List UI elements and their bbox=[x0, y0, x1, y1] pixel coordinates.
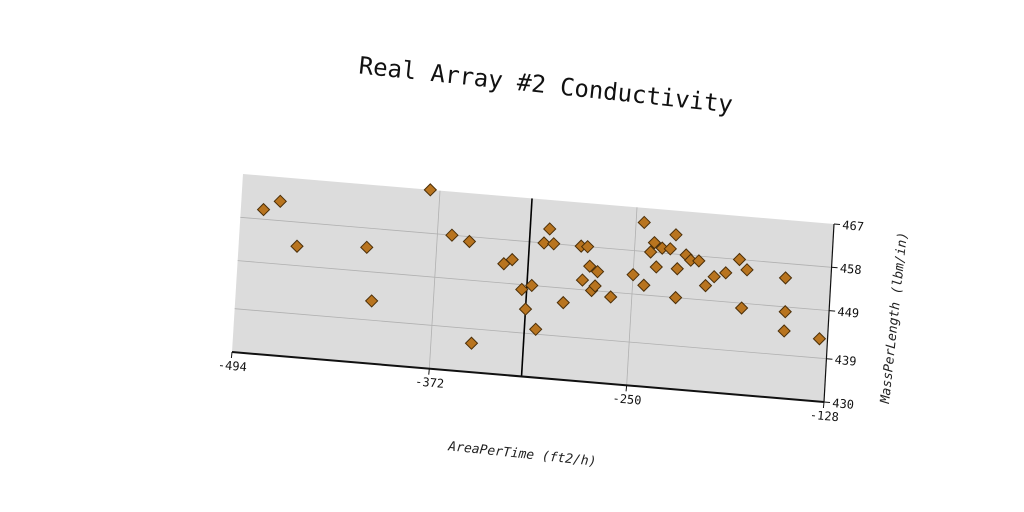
data-point bbox=[655, 241, 669, 255]
data-point bbox=[668, 290, 683, 305]
data-point bbox=[575, 273, 590, 287]
data-point bbox=[778, 305, 792, 319]
data-point bbox=[643, 245, 658, 259]
grid-line-y bbox=[234, 308, 827, 360]
data-point bbox=[364, 294, 379, 308]
chart-title: Real Array #2 Conductivity bbox=[358, 51, 735, 118]
data-point bbox=[556, 295, 570, 310]
data-point bbox=[670, 262, 684, 276]
axes bbox=[230, 223, 841, 409]
data-point bbox=[734, 301, 749, 315]
y-tick-label: 439 bbox=[834, 353, 857, 369]
y-axis-line bbox=[823, 223, 835, 403]
x-axis-label: AreaPerTime (ft2/h) bbox=[447, 439, 597, 470]
data-point bbox=[626, 267, 640, 282]
data-point bbox=[603, 290, 618, 304]
x-tick-label: -494 bbox=[217, 358, 247, 374]
data-point bbox=[637, 278, 651, 292]
y-tick-label: 430 bbox=[832, 396, 855, 412]
y-tick-mark bbox=[826, 358, 833, 360]
data-point bbox=[719, 266, 733, 280]
x-tick-label: -372 bbox=[415, 374, 445, 390]
data-point bbox=[778, 271, 793, 285]
y-tick-mark bbox=[829, 310, 836, 312]
data-point bbox=[445, 228, 459, 242]
data-point bbox=[273, 194, 287, 209]
data-point bbox=[663, 242, 678, 256]
reference-line bbox=[520, 198, 533, 377]
data-point bbox=[707, 269, 721, 284]
data-point bbox=[698, 278, 713, 293]
grid-line-x bbox=[626, 207, 638, 386]
data-point bbox=[525, 278, 539, 293]
data-point bbox=[647, 235, 662, 250]
data-point bbox=[588, 279, 602, 293]
data-point bbox=[547, 237, 561, 251]
data-point bbox=[360, 240, 374, 255]
data-point bbox=[590, 264, 605, 279]
data-point bbox=[684, 253, 698, 267]
y-tick-label: 449 bbox=[837, 305, 860, 321]
data-point bbox=[528, 322, 543, 337]
grid-line-x bbox=[428, 190, 441, 369]
x-tick-mark bbox=[428, 368, 430, 375]
data-point bbox=[290, 239, 304, 253]
data-points bbox=[256, 183, 827, 350]
y-tick-mark bbox=[823, 401, 831, 403]
data-point bbox=[637, 215, 651, 230]
data-point bbox=[740, 263, 754, 277]
data-point bbox=[692, 254, 706, 268]
data-point bbox=[537, 236, 551, 250]
y-tick-mark bbox=[833, 223, 841, 225]
x-tick-mark bbox=[625, 385, 628, 392]
reference-line-x bbox=[520, 198, 533, 377]
data-point bbox=[669, 228, 683, 242]
data-point bbox=[423, 183, 438, 197]
y-tick-label: 467 bbox=[842, 218, 865, 234]
grid-line-y bbox=[240, 216, 832, 268]
x-tick-mark bbox=[822, 401, 825, 409]
data-point bbox=[464, 336, 479, 350]
data-point bbox=[518, 302, 533, 316]
x-tick-label: -250 bbox=[612, 391, 642, 407]
y-tick-label: 458 bbox=[839, 261, 862, 277]
data-point bbox=[515, 282, 529, 297]
y-axis-label: MassPerLength (lbm/in) bbox=[878, 231, 911, 405]
data-point bbox=[812, 332, 827, 346]
data-point bbox=[580, 239, 595, 254]
data-point bbox=[505, 252, 519, 267]
data-point bbox=[543, 222, 557, 236]
x-axis-line bbox=[231, 351, 825, 403]
data-point bbox=[777, 324, 791, 338]
data-point bbox=[462, 234, 477, 249]
y-tick-mark bbox=[831, 266, 838, 269]
data-point bbox=[583, 259, 597, 273]
x-tick-mark bbox=[230, 351, 233, 359]
data-point bbox=[732, 252, 747, 267]
data-point bbox=[256, 202, 271, 217]
data-point bbox=[649, 260, 663, 274]
x-tick-label: -128 bbox=[809, 408, 839, 424]
